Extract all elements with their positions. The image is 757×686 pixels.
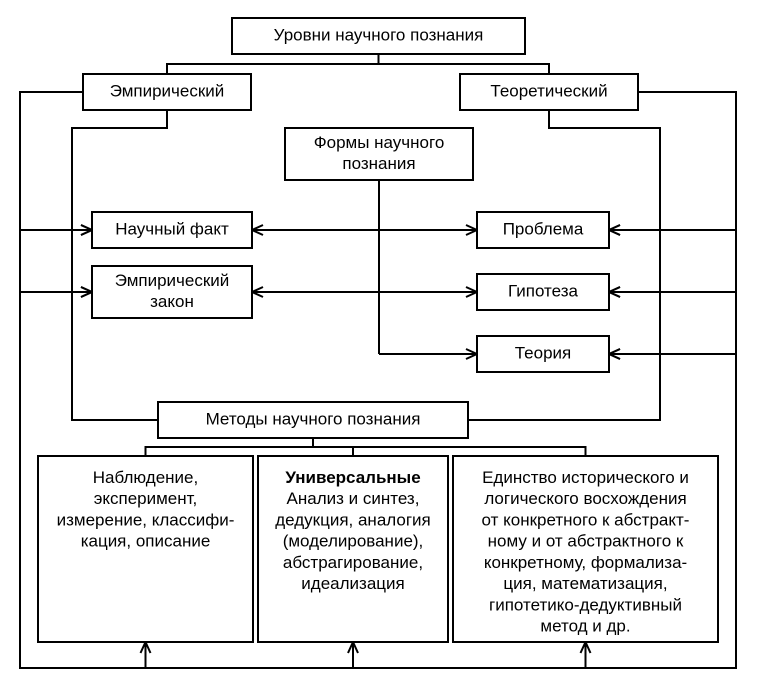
node-elaw-line-0: Эмпирический (115, 271, 230, 290)
node-elaw-line-1: закон (150, 292, 194, 311)
node-m3: Единство исторического и логического восх… (453, 456, 718, 642)
node-hypothesis-line-0: Гипотеза (508, 281, 579, 300)
node-levels-line-0: Уровни научного познания (274, 25, 484, 44)
node-hypothesis: Гипотеза (477, 274, 609, 310)
node-empirical-line-0: Эмпирический (110, 81, 225, 100)
node-m3-line-3: ному и от абстрактного к (488, 532, 684, 551)
node-m2-line-0: Универсальные (285, 468, 420, 487)
node-forms: Формы научного познания (285, 128, 473, 180)
edge (468, 110, 660, 420)
node-theoretical-line-0: Теоретический (490, 81, 607, 100)
node-m3-line-1: логического восхождения (484, 489, 686, 508)
node-fact: Научный факт (92, 212, 252, 248)
node-m2-line-3: (моделирование), (283, 532, 424, 551)
node-m1-line-3: кация, описание (81, 532, 211, 551)
node-m1: Наблюдение, эксперимент, измерение, класси… (38, 456, 253, 642)
node-m1-line-0: Наблюдение, (93, 468, 198, 487)
node-m3-line-2: от конкретного к абстракт- (482, 510, 690, 529)
edge (167, 64, 549, 74)
node-m3-line-7: метод и др. (540, 617, 630, 636)
node-m2-line-5: идеализация (301, 574, 404, 593)
node-m2: Универсальные Анализ и синтез, дедукция, а… (258, 456, 448, 642)
node-fact-line-0: Научный факт (115, 219, 229, 238)
node-forms-line-1: познания (342, 154, 415, 173)
node-elaw: Эмпирический закон (92, 266, 252, 318)
node-m3-line-5: ция, математизация, (503, 574, 667, 593)
node-problem: Проблема (477, 212, 609, 248)
node-m1-line-2: измерение, классифи- (57, 510, 235, 529)
node-methods: Методы научного познания (158, 402, 468, 438)
node-empirical: Эмпирический (83, 74, 251, 110)
node-theory-line-0: Теория (515, 343, 572, 362)
node-m2-line-1: Анализ и синтез, (287, 489, 420, 508)
node-m1-line-1: эксперимент, (94, 489, 198, 508)
node-m2-line-4: абстрагирование, (283, 553, 423, 572)
node-theoretical: Теоретический (460, 74, 638, 110)
node-m3-line-4: конкретному, формализа- (484, 553, 687, 572)
node-forms-line-0: Формы научного (314, 133, 445, 152)
node-levels: Уровни научного познания (232, 18, 525, 54)
node-theory: Теория (477, 336, 609, 372)
edge (146, 447, 586, 456)
node-problem-line-0: Проблема (503, 219, 584, 238)
node-m3-line-6: гипотетико-дедуктивный (489, 595, 682, 614)
node-m3-line-0: Единство исторического и (482, 468, 689, 487)
node-m2-line-2: дедукция, аналогия (275, 510, 431, 529)
node-methods-line-0: Методы научного познания (206, 409, 421, 428)
diagram-canvas: Уровни научного познания Эмпирический Теор… (0, 0, 757, 686)
